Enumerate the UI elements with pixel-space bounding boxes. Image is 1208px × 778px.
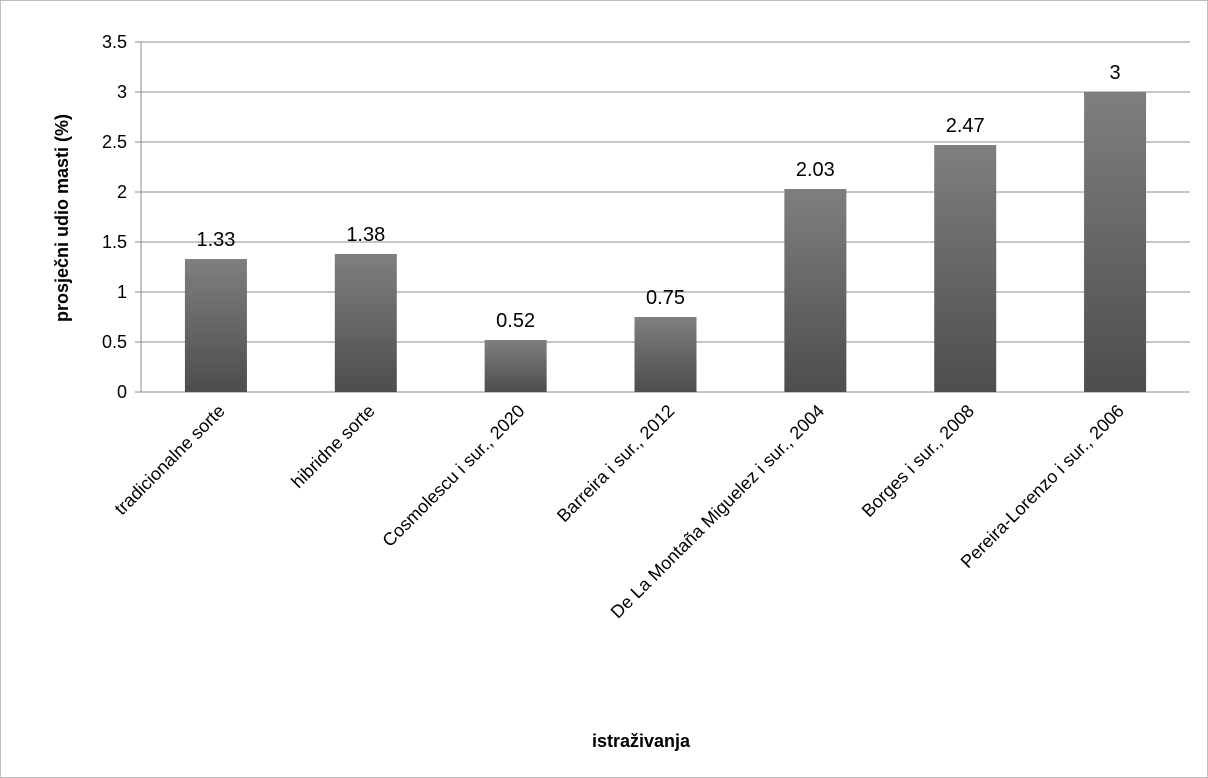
bars (184, 92, 1147, 392)
y-tick-label: 2 (117, 182, 127, 202)
x-axis-title: istraživanja (592, 731, 691, 751)
y-tick-label: 1 (117, 282, 127, 302)
y-tick-labels: 0 0.5 1 1.5 2 2.5 3 3.5 (102, 32, 127, 402)
data-label: 3 (1110, 62, 1121, 84)
x-tick-label: Barreira i sur., 2012 (553, 401, 678, 526)
data-label: 1.38 (346, 224, 385, 246)
data-labels: 1.33 1.38 0.52 0.75 2.03 2.47 3 (196, 62, 1120, 332)
x-tick-label: Cosmolescu i sur., 2020 (378, 401, 528, 551)
y-tick-label: 0.5 (102, 332, 127, 352)
x-tick-label: Borges i sur., 2008 (858, 401, 978, 521)
x-tick-label: tradicionalne sorte (111, 401, 229, 519)
bar (1084, 92, 1147, 392)
y-tick-label: 3.5 (102, 32, 127, 52)
data-label: 0.75 (646, 287, 685, 309)
x-tick-labels: tradicionalne sorte hibridne sorte Cosmole… (111, 401, 1128, 622)
y-tick-label: 0 (117, 382, 127, 402)
data-label: 2.47 (946, 115, 985, 137)
data-label: 0.52 (496, 310, 535, 332)
bar (334, 254, 397, 392)
bar (484, 340, 547, 392)
data-label: 1.33 (196, 229, 235, 251)
bar (634, 317, 697, 392)
bar (934, 145, 997, 392)
y-tick-label: 1.5 (102, 232, 127, 252)
y-tick-label: 2.5 (102, 132, 127, 152)
data-label: 2.03 (796, 159, 835, 181)
y-tick-label: 3 (117, 82, 127, 102)
bar (784, 189, 847, 392)
x-tick-label: hibridne sorte (287, 401, 378, 492)
y-axis-title: prosječni udio masti (%) (52, 114, 72, 322)
bar (184, 259, 247, 392)
x-tick-label: Pereira-Lorenzo i sur., 2006 (957, 401, 1128, 572)
gridlines (135, 41, 1190, 393)
